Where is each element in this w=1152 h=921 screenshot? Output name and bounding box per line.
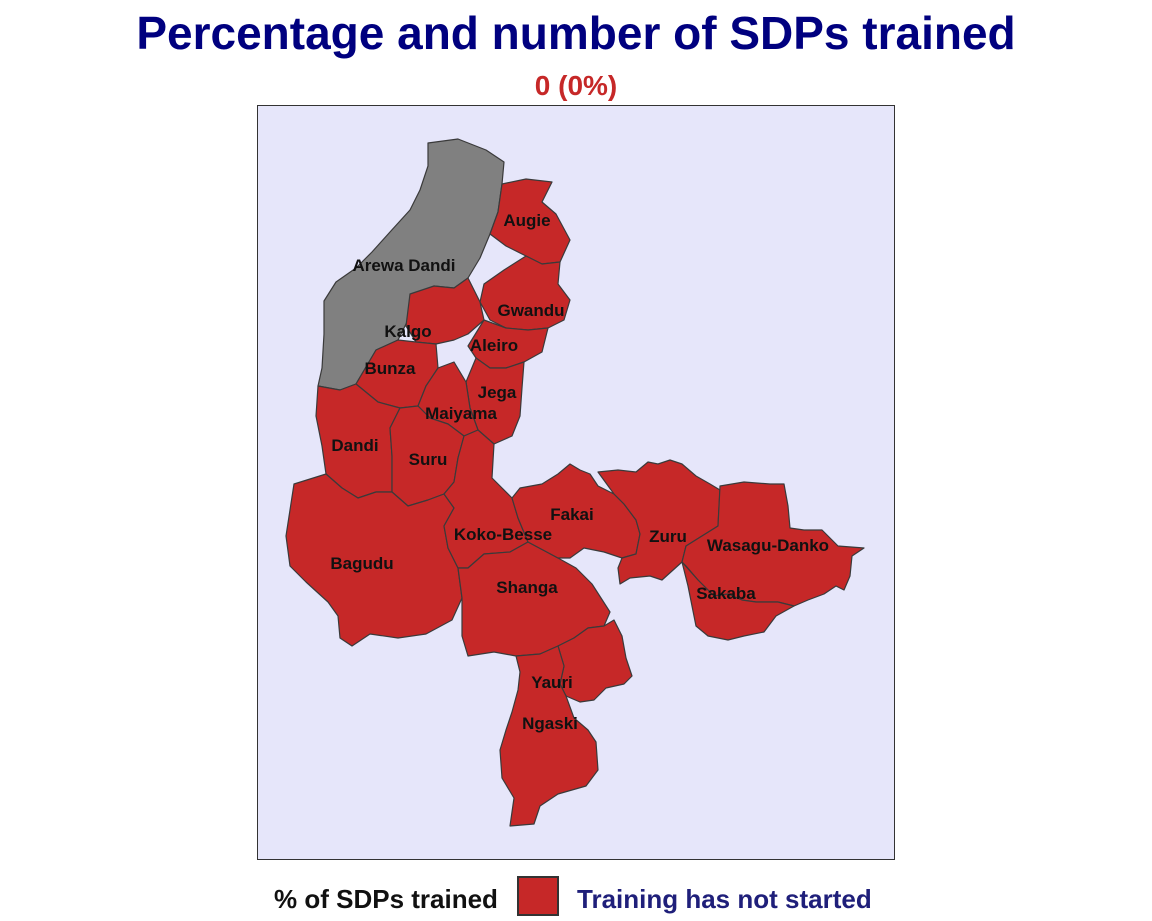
lga-map: Arewa Dandi Augie Gwandu Kalgo Aleiro Bu… xyxy=(285,138,865,827)
label-fakai: Fakai xyxy=(550,505,593,524)
legend: % of SDPs trained Training has not start… xyxy=(0,874,1152,920)
region-sakaba[interactable] xyxy=(681,561,795,641)
region-ngaski[interactable] xyxy=(499,645,599,827)
label-kalgo: Kalgo xyxy=(384,322,431,341)
label-arewa-dandi: Arewa Dandi xyxy=(353,256,456,275)
label-koko-besse: Koko-Besse xyxy=(454,525,552,544)
label-bagudu: Bagudu xyxy=(330,554,393,573)
label-aleiro: Aleiro xyxy=(470,336,518,355)
legend-label: Training has not started xyxy=(577,884,872,914)
map-panel: Arewa Dandi Augie Gwandu Kalgo Aleiro Bu… xyxy=(257,105,895,860)
label-bunza: Bunza xyxy=(365,359,417,378)
region-kalgo[interactable] xyxy=(405,277,485,345)
label-augie: Augie xyxy=(503,211,550,230)
label-dandi: Dandi xyxy=(331,436,378,455)
chart-title: Percentage and number of SDPs trained xyxy=(136,7,1016,59)
label-shanga: Shanga xyxy=(496,578,558,597)
label-sakaba: Sakaba xyxy=(696,584,756,603)
label-jega: Jega xyxy=(478,383,517,402)
label-wasagu-danko: Wasagu-Danko xyxy=(707,536,829,555)
label-ngaski: Ngaski xyxy=(522,714,578,733)
label-yauri: Yauri xyxy=(531,673,573,692)
label-gwandu: Gwandu xyxy=(497,301,564,320)
label-suru: Suru xyxy=(409,450,448,469)
legend-swatch xyxy=(517,876,559,916)
label-maiyama: Maiyama xyxy=(425,404,497,423)
label-zuru: Zuru xyxy=(649,527,687,546)
legend-title: % of SDPs trained xyxy=(274,884,498,914)
chart-subtitle: 0 (0%) xyxy=(534,70,618,101)
